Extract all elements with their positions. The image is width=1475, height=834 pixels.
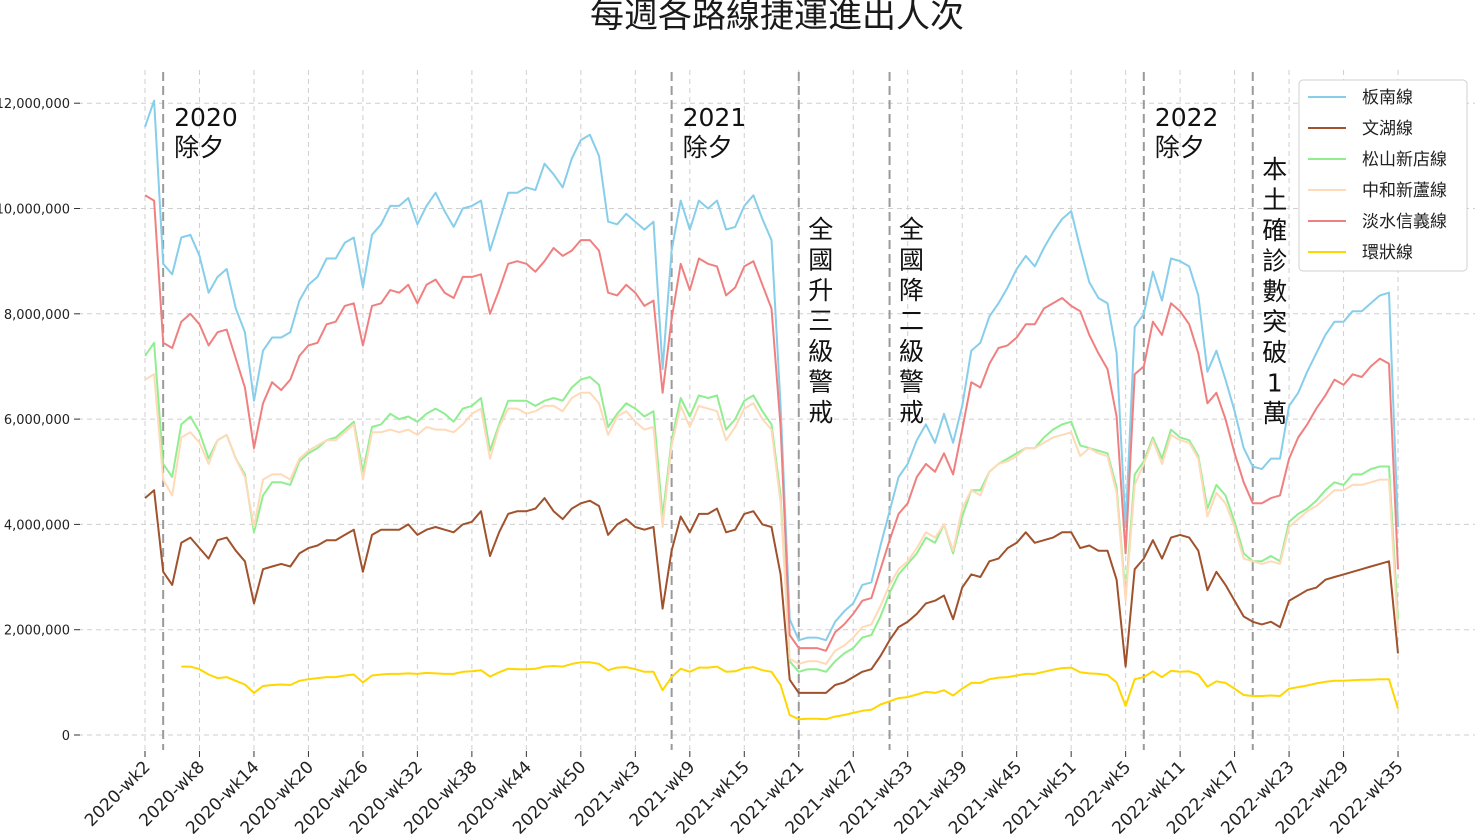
annotation-text: 2022 (1155, 103, 1219, 132)
annotation-text: 升 (808, 276, 833, 305)
annotation-text: 戒 (899, 398, 924, 427)
annotation-text: 級 (899, 337, 924, 366)
series-line-松山新店線 (144, 341, 1399, 673)
series-lines (144, 99, 1399, 721)
annotation-text: 二 (899, 307, 924, 336)
y-tick-label: 0 (62, 729, 70, 744)
annotation-text: 2020 (174, 103, 238, 132)
series-line-淡水信義線 (144, 194, 1399, 652)
annotation-text: 破 (1262, 338, 1287, 367)
annotation-text: 2021 (683, 103, 747, 132)
y-tick-label: 10,000,000 (0, 203, 70, 218)
annotation-text: 除夕 (1155, 133, 1205, 162)
annotation-text: 級 (808, 337, 833, 366)
annotation-text: 1 (1267, 369, 1283, 398)
annotation-text: 警 (808, 368, 833, 397)
annotation-text: 全 (808, 215, 833, 244)
annotation-text: 本 (1262, 155, 1287, 184)
y-axis: 0 2,000,000 4,000,000 6,000,000 8,000,000 10,… (0, 97, 80, 744)
y-tick-label: 8,000,000 (4, 308, 70, 323)
legend-label: 中和新蘆線 (1362, 181, 1447, 201)
annotation-text: 全 (899, 215, 924, 244)
series-line-板南線 (144, 99, 1399, 642)
annotation-text: 國 (899, 246, 924, 275)
series-line-中和新蘆線 (144, 373, 1399, 665)
annotation-text: 除夕 (174, 133, 224, 162)
annotation-text: 突 (1262, 308, 1287, 337)
annotation-text: 數 (1262, 277, 1287, 306)
legend-label: 環狀線 (1362, 243, 1413, 263)
legend-label: 板南線 (1362, 88, 1413, 108)
annotation-text: 土 (1262, 186, 1287, 215)
series-line-環狀線 (181, 661, 1399, 721)
y-tick-label: 6,000,000 (4, 413, 70, 428)
annotation-text: 警 (899, 368, 924, 397)
y-tick-label: 4,000,000 (4, 518, 70, 533)
annotations: 2020除夕2021除夕全國升三級警戒全國降二級警戒2022除夕本土確診數突破1… (174, 103, 1287, 428)
annotation-text: 除夕 (683, 133, 733, 162)
legend-label: 松山新店線 (1362, 150, 1447, 170)
grid (78, 70, 1475, 750)
annotation-text: 戒 (808, 398, 833, 427)
y-tick-label: 2,000,000 (4, 624, 70, 639)
legend-label: 文湖線 (1362, 119, 1413, 139)
annotation-text: 確 (1262, 216, 1287, 245)
series-line-文湖線 (144, 489, 1399, 694)
x-axis: 2020-wk22020-wk82020-wk142020-wk202020-w… (81, 751, 1408, 834)
annotation-text: 三 (808, 307, 833, 336)
chart-title: 每週各路線捷運進出人次 (590, 0, 964, 36)
annotation-text: 萬 (1262, 399, 1287, 428)
annotation-text: 國 (808, 246, 833, 275)
annotation-text: 降 (899, 276, 924, 305)
y-tick-label: 12,000,000 (0, 97, 70, 112)
annotation-text: 診 (1262, 247, 1287, 276)
event-markers (162, 72, 1254, 750)
legend-label: 淡水信義線 (1362, 212, 1447, 232)
